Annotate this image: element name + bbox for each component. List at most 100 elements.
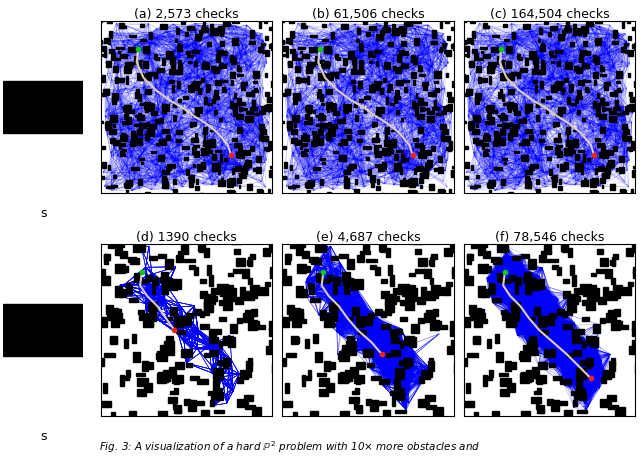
Bar [614, 308, 620, 316]
Bar [541, 42, 543, 48]
Bar [632, 100, 636, 102]
Bar [586, 293, 598, 301]
Bar [197, 379, 208, 384]
Bar [136, 89, 139, 95]
Bar [504, 39, 509, 41]
Bar [326, 133, 331, 140]
Bar [356, 362, 365, 368]
Bar [419, 318, 424, 323]
Bar [106, 124, 110, 130]
Bar [291, 138, 297, 143]
Bar [511, 103, 516, 106]
Bar [138, 310, 145, 314]
Bar [583, 80, 590, 82]
Bar [313, 110, 316, 113]
Bar [595, 19, 602, 24]
Bar [337, 143, 342, 145]
Bar [268, 100, 273, 102]
Bar [538, 405, 543, 413]
Bar [252, 90, 258, 92]
Bar [413, 168, 416, 174]
Bar [237, 258, 245, 266]
Bar [381, 323, 390, 329]
Bar [449, 141, 452, 148]
Bar [545, 146, 552, 149]
Bar [129, 298, 138, 302]
Bar [419, 399, 429, 407]
Bar [497, 273, 504, 282]
Bar [524, 345, 534, 350]
Bar [372, 138, 380, 142]
Text: Fig. 3: A visualization of a hard $\mathbb{P}^2$ problem with 10$\times$ more ob: Fig. 3: A visualization of a hard $\math… [99, 439, 481, 455]
Bar [376, 107, 383, 113]
Bar [97, 49, 99, 55]
Bar [510, 122, 513, 126]
Bar [502, 123, 509, 127]
Bar [441, 111, 446, 114]
Bar [104, 89, 109, 92]
Bar [119, 143, 125, 146]
Bar [246, 116, 253, 123]
Bar [297, 313, 303, 322]
Bar [600, 399, 611, 407]
Bar [519, 143, 524, 145]
Bar [182, 96, 188, 99]
Bar [434, 70, 440, 78]
Bar [169, 279, 177, 290]
Bar [269, 340, 280, 346]
Bar [420, 145, 424, 152]
Bar [148, 103, 154, 106]
Bar [257, 156, 260, 162]
Bar [307, 77, 310, 84]
Bar [316, 115, 323, 117]
Bar [451, 170, 458, 177]
Bar [220, 155, 222, 162]
Bar [508, 102, 513, 109]
Bar [289, 311, 299, 320]
Bar [401, 118, 403, 121]
Bar [495, 334, 499, 343]
Bar [260, 129, 266, 133]
Bar [392, 288, 399, 294]
Bar [529, 336, 536, 343]
Bar [115, 245, 122, 255]
Bar [512, 256, 520, 260]
Bar [220, 63, 227, 68]
Bar [586, 285, 596, 289]
Bar [177, 330, 185, 334]
Bar [312, 141, 317, 146]
Bar [374, 147, 378, 154]
Bar [467, 383, 470, 393]
Bar [525, 104, 532, 111]
Bar [143, 322, 153, 327]
Bar [411, 288, 417, 299]
Bar [385, 302, 394, 312]
Bar [478, 264, 488, 273]
Bar [566, 21, 568, 24]
Bar [195, 133, 196, 139]
Bar [342, 277, 350, 282]
Bar [214, 410, 224, 413]
Bar [574, 288, 581, 294]
Bar [632, 321, 639, 330]
Bar [241, 83, 245, 90]
Bar [100, 40, 102, 44]
Bar [202, 25, 205, 30]
Bar [392, 24, 395, 28]
Bar [529, 52, 536, 59]
Bar [470, 311, 480, 320]
Bar [553, 376, 562, 380]
Bar [624, 45, 627, 47]
Bar [432, 92, 436, 96]
Bar [618, 326, 628, 329]
Bar [593, 101, 596, 108]
Bar [568, 302, 575, 312]
Bar [467, 89, 472, 95]
Bar [560, 400, 567, 405]
Bar [303, 376, 311, 380]
Bar [328, 128, 335, 136]
Title: (a) 2,573 checks: (a) 2,573 checks [134, 8, 239, 21]
Bar [617, 113, 621, 115]
Bar [317, 138, 323, 145]
Bar [578, 80, 584, 85]
